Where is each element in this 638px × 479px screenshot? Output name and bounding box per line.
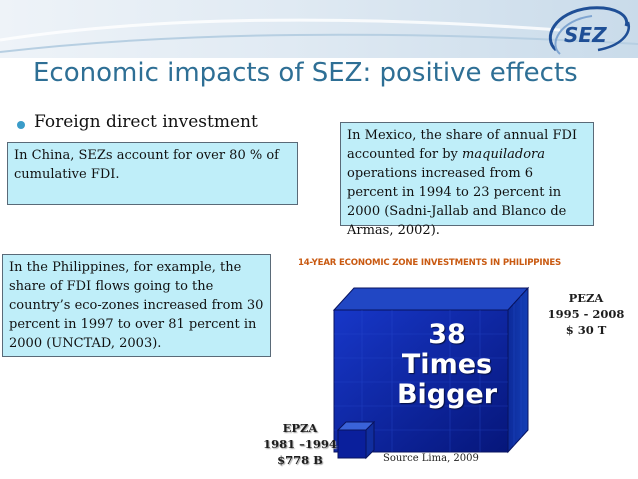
sez-logo: SEZ [548,6,630,55]
epza-cube [336,420,376,460]
investment-chart [332,286,530,460]
peza-label: PEZA 1995 - 2008 $ 30 T [540,290,632,338]
peza-years: 1995 - 2008 [547,307,625,321]
peza-value: $ 30 T [565,323,607,337]
philippines-textbox: In the Philippines, for example, the sha… [2,254,271,357]
epza-value: $778 B [277,453,323,467]
logo-text: SEZ [564,23,607,47]
epza-name: EPZA [282,421,318,435]
epza-label: EPZA 1981 –1994 $778 B [258,420,342,468]
chart-source: Source Lima, 2009 [383,453,479,464]
times-bigger-label: 38 Times Bigger [396,320,498,410]
bullet-text: Foreign direct investment [34,112,258,132]
mexico-text-start: In Mexico, the share of annual FDI accou… [347,128,578,162]
big-text-times: Times [401,349,493,380]
big-text-bigger: Bigger [396,379,498,410]
peza-name: PEZA [568,291,604,305]
china-textbox: In China, SEZs account for over 80 % of … [7,142,298,205]
mexico-text-end: operations increased from 6 percent in 1… [347,166,567,238]
mexico-text-italic: maquiladora [462,147,545,162]
mexico-textbox: In Mexico, the share of annual FDI accou… [340,122,594,238]
peza-cube [332,286,530,454]
slide-title: Economic impacts of SEZ: positive effect… [33,58,578,88]
big-text-number: 38 [428,319,466,350]
bullet-icon [17,121,25,129]
epza-years: 1981 –1994 [263,437,337,451]
header-swoosh [0,18,638,53]
chart-title: 14-YEAR ECONOMIC ZONE INVESTMENTS IN PHI… [298,258,562,268]
